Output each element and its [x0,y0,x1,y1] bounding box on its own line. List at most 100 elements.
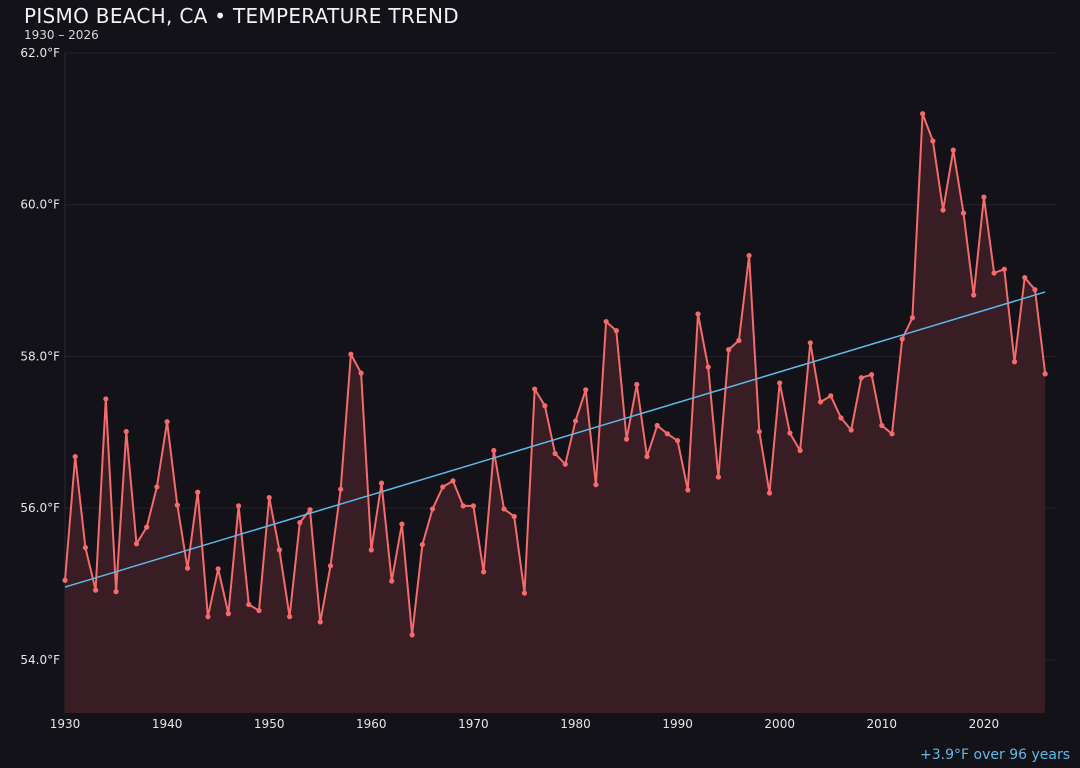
y-tick-label: 58.0°F [20,349,60,363]
data-point [450,478,456,484]
data-point [348,351,354,357]
y-tick-label: 60.0°F [20,198,60,212]
data-point [174,502,180,508]
data-point [511,513,517,520]
data-point [889,431,895,437]
data-point [82,545,89,551]
data-point [123,428,129,435]
x-tick-label: 1970 [458,717,489,731]
data-point [777,380,783,386]
data-point [276,547,283,553]
data-point [848,427,854,433]
data-point [838,415,844,421]
x-tick-label: 1950 [254,717,285,731]
data-point [235,503,242,509]
area-fill [65,113,1046,713]
data-point [797,447,803,454]
data-point [532,386,538,392]
data-point [287,614,293,620]
data-point [205,614,211,620]
data-point [1011,359,1018,365]
data-point [184,565,191,571]
data-point [470,503,476,509]
data-point [1001,266,1007,272]
data-point [338,486,344,492]
data-point [623,436,630,442]
data-point [868,372,875,378]
data-point [501,506,507,512]
data-point [429,506,436,512]
data-point [378,480,385,486]
x-tick-label: 2000 [764,717,795,731]
data-point [991,270,997,276]
x-tick-label: 2010 [867,717,898,731]
data-point [950,147,956,153]
data-point [787,430,793,436]
data-point [481,569,487,575]
data-point [1022,274,1028,281]
data-point [1042,371,1048,377]
data-point [389,578,395,584]
data-point [971,292,977,298]
data-point [409,632,415,638]
data-point [940,207,946,213]
data-point [542,403,548,409]
data-point [664,431,670,437]
data-point [981,194,987,200]
data-point [1032,287,1038,293]
data-point [613,328,619,334]
x-tick-label: 1960 [356,717,387,731]
data-point [460,503,466,509]
data-point [215,566,221,572]
data-point [133,541,140,547]
data-point [583,387,589,393]
data-point [766,490,773,496]
chart-title: PISMO BEACH, CA • TEMPERATURE TREND [24,4,459,28]
data-point [603,318,609,325]
data-point [266,494,272,501]
data-point [521,590,528,596]
trend-annotation: +3.9°F over 96 years [920,747,1070,763]
data-point [654,422,660,429]
data-point [419,541,425,548]
data-point [756,428,762,435]
data-point [675,438,681,444]
data-point [634,381,640,388]
data-point [858,375,864,381]
data-point [144,524,150,530]
data-point [225,611,231,617]
data-point [593,482,599,488]
x-tick-label: 2020 [969,717,1000,731]
data-point [930,138,936,144]
data-point [164,419,170,425]
data-point [103,396,109,402]
data-point [726,347,732,353]
data-point [960,210,967,216]
data-point [327,563,334,569]
chart-subtitle: 1930 – 2026 [24,28,99,42]
y-tick-label: 56.0°F [20,501,60,515]
data-point [256,607,262,614]
data-point [685,487,691,493]
data-point [879,422,885,429]
x-tick-label: 1980 [560,717,591,731]
data-point [562,461,568,467]
data-point [307,507,313,513]
x-tick-label: 1940 [152,717,183,731]
x-tick-label: 1990 [662,717,693,731]
data-point [368,547,374,553]
data-point [705,364,711,370]
data-point [817,399,824,405]
data-point [62,577,68,583]
trend-line [64,291,1046,588]
data-point [644,453,650,460]
data-point [195,489,201,495]
data-point [920,111,926,117]
data-point [399,521,405,527]
data-point [572,418,579,424]
data-point [828,393,834,399]
data-point [695,311,701,317]
data-point [909,315,916,321]
data-point [715,474,722,480]
